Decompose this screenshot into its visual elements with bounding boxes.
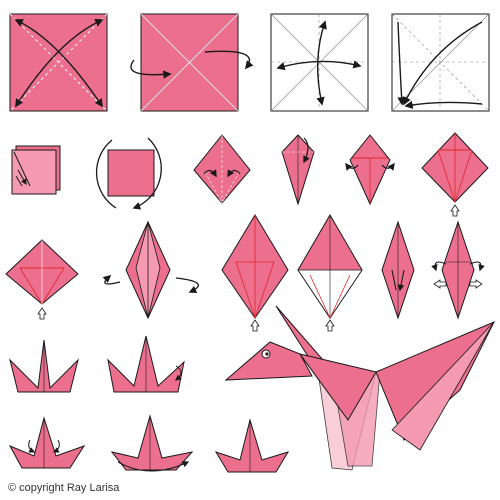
step-21-crane-side: [214, 418, 290, 473]
step-14-bird-base-fold-edges: [297, 214, 363, 332]
step-1-square-diagonal-fold: [9, 13, 108, 112]
step-2-square-turn-over: [130, 13, 254, 112]
copyright-text: © copyright Ray Larisa: [8, 482, 120, 494]
step-16-narrow-base-inside-reverse: [431, 220, 485, 320]
step-10-diamond-petal-fold: [421, 132, 489, 217]
step-18-crane-head-fold: [107, 335, 185, 393]
step-4-square-collapse: [391, 13, 490, 112]
step-11-diamond-lift: [5, 239, 79, 320]
finished-crane: [224, 305, 496, 471]
step-20-crane-rotate: [110, 414, 194, 472]
step-6-square-base-rotate: [95, 137, 162, 210]
step-19-crane-wings-spread: [8, 416, 86, 469]
step-17-crane-neck-tail: [9, 339, 79, 393]
step-15-narrow-base: [381, 220, 415, 320]
step-5-square-base-corner: [11, 145, 61, 195]
step-7-diamond-fold-edges: [193, 134, 251, 204]
step-12-bird-base-turn-over: [102, 220, 199, 320]
step-8-kite-fold-top: [281, 134, 315, 206]
step-13-bird-base: [221, 214, 289, 332]
step-9-kite-unfold: [345, 134, 395, 206]
step-3-square-fold-in-half: [270, 13, 369, 112]
